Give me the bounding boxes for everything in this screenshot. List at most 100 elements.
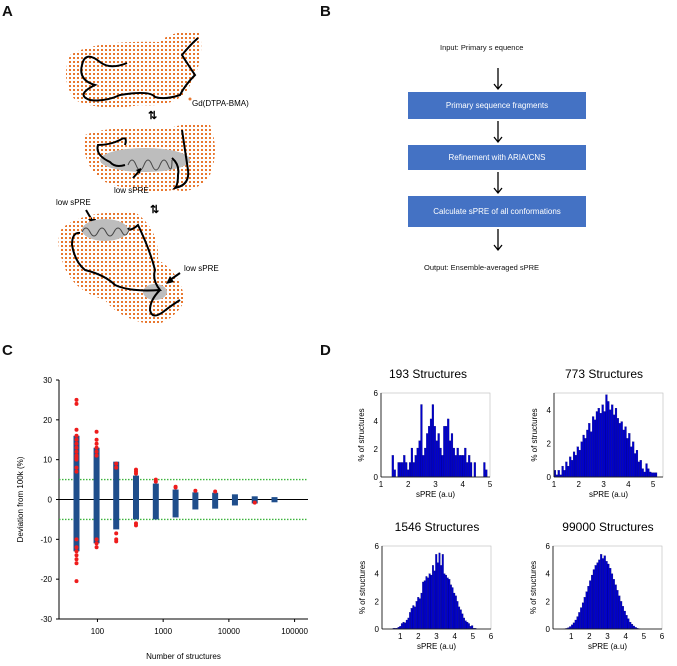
histogram-bar [576,616,579,630]
histogram-bar [415,601,418,630]
histogram-bar [578,612,581,630]
x-tick-label: 1000 [154,627,172,636]
deviation-range-bar [152,483,159,520]
histogram-bar [443,426,446,478]
histogram-bar [630,446,633,478]
histogram-bar [412,462,415,478]
histogram-bar [464,620,467,630]
histogram-bar [435,554,438,630]
outlier-point [74,457,79,462]
panel-label-b: B [320,3,331,20]
outlier-point [74,397,79,402]
histogram-bar [432,565,434,630]
histogram-bar [445,574,447,630]
histogram-bar [618,423,621,478]
histogram-bar [407,469,410,478]
histogram-bar [596,562,599,630]
histogram-bar [639,460,642,478]
histogram-bar [634,453,637,478]
histogram-bar [647,468,650,478]
x-tick-label: 100000 [281,627,308,636]
histogram-bar [403,455,406,478]
histogram-bar [418,598,421,630]
histogram-bar [603,555,606,630]
y-axis-label: % of structures [529,561,538,614]
histogram-bar [456,447,459,478]
histogram-bar [412,605,415,630]
outlier-point [74,579,79,584]
x-tick-label: 5 [488,480,493,489]
outlier-point [74,441,79,446]
outlier-point [114,531,119,536]
histogram-bar [645,463,648,478]
histogram-bar [408,462,412,478]
histogram-bar [459,609,462,630]
histogram-bar [451,587,454,630]
histogram-bar [454,455,457,478]
histogram-bar [592,569,595,630]
x-tick-label: 2 [406,480,411,489]
flow-step-refinement: Refinement with ARIA/CNS [408,145,586,170]
histogram-bar [609,568,612,630]
histogram-bar [422,455,425,478]
histogram-bar [409,612,411,630]
histogram-title: 99000 Structures [562,520,653,534]
x-tick-label: 3 [605,632,610,641]
outlier-point [153,479,158,484]
histogram-bar [651,472,654,478]
y-tick-label: 4 [374,417,379,426]
x-tick-label: 1 [569,632,574,641]
histogram-bar [431,404,434,478]
x-tick-label: 5 [642,632,647,641]
histogram-bar [461,613,464,630]
histogram-bar [441,554,444,630]
x-tick-label: 10000 [218,627,241,636]
protein-chain [96,129,190,190]
histogram-bar [401,462,404,478]
low-spre-label: low sPRE [56,198,91,207]
outlier-point [114,539,119,544]
histogram-bar [399,626,402,630]
x-axis-label: sPRE (a.u) [588,642,627,651]
deviation-range-bar [73,435,80,552]
outlier-point [94,445,99,450]
flow-input: Input: Primary s equence [440,43,524,52]
histogram-bar [571,460,574,478]
histogram-bar [428,573,431,630]
arrowhead [136,168,141,174]
histogram-bar [440,565,443,630]
histogram-title: 773 Structures [565,367,643,381]
y-tick-label: 2 [374,445,379,454]
histogram-bar [616,590,619,630]
deviation-range-bar [271,497,278,503]
equilibrium-arrows-icon: ⇅ [148,110,157,122]
histogram-bar [631,624,634,630]
histogram-bar [402,621,405,630]
helix [81,226,131,237]
histogram-bar [569,456,572,478]
low-spre-label: low sPRE [114,186,149,195]
x-axis-label: sPRE (a.u) [589,490,628,499]
flow-arrow-down-icon [493,229,503,252]
histogram-bar [468,455,471,478]
low-spre-label: low sPRE [184,264,219,273]
flow-step-calculate-spre: Calculate sPRE of all conformations [408,196,586,227]
equilibrium-arrows-icon: ⇅ [150,204,159,216]
conformation-2 [84,123,215,192]
histogram-bar [393,469,396,478]
histogram-bar [418,440,421,478]
outlier-point [74,561,79,566]
histogram-bar [625,615,628,630]
histogram-bar [410,608,413,630]
histogram-bar [414,606,416,630]
histogram-bar [453,592,456,630]
histogram-bar [441,455,444,478]
histogram-bar [423,580,426,630]
x-tick-label: 100 [91,627,105,636]
outlier-point [114,465,119,470]
histogram-bar [603,411,606,478]
histogram-bar [460,455,463,478]
outlier-point [94,537,99,542]
histogram-bar [417,597,420,630]
histogram-bar [454,595,457,630]
